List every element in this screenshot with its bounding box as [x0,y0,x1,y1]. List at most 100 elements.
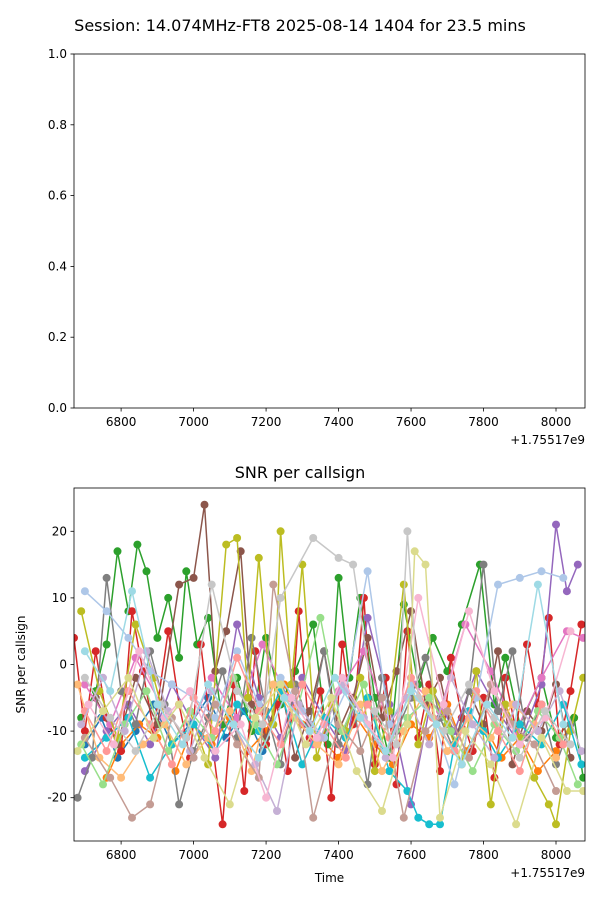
data-point [446,727,455,736]
y-tick-label: -20 [47,791,67,805]
data-point [301,740,310,749]
data-point [309,813,318,822]
data-point [124,633,133,642]
data-point [142,687,151,696]
data-point [334,553,343,562]
series-line [87,597,572,799]
data-point [218,667,227,676]
data-point [341,753,350,762]
data-point [573,780,582,789]
data-point [552,820,560,829]
data-point [559,573,568,582]
top-axes: 6800 7000 7200 7400 7600 7800 8000 0.0 0.2 0.4 0.6… [48,47,586,447]
data-point [186,687,194,696]
x-tick-label: 7800 [468,415,499,429]
data-point [421,687,430,696]
y-tick-label: 0.0 [48,401,67,415]
data-point [501,653,510,662]
data-point [164,707,173,716]
data-point [356,713,365,722]
data-point [515,720,524,729]
data-point [359,680,368,689]
data-point [425,740,434,749]
data-point [559,740,568,749]
data-point [465,607,473,616]
data-point [298,680,307,689]
data-point [74,747,82,756]
data-point [552,787,560,795]
data-point [410,547,419,556]
data-point [269,680,278,689]
data-point [443,707,452,716]
data-point [312,753,321,762]
data-point [486,760,495,769]
data-point [385,767,394,776]
data-point [222,540,231,549]
data-point [128,587,136,596]
series-line [84,583,565,766]
data-point [128,813,136,822]
data-point [244,693,252,702]
data-point [494,727,502,736]
data-point [349,560,358,569]
data-point [269,580,278,589]
data-point [175,580,184,589]
figure-suptitle: Session: 14.074MHz-FT8 2025-08-14 1404 f… [74,16,526,35]
data-point [106,773,115,782]
data-point [167,680,176,689]
data-point [356,747,365,756]
data-point [276,673,285,682]
data-point [537,733,546,742]
data-point [414,813,423,822]
x-tick-label: 7000 [178,848,209,862]
data-point [479,560,488,569]
data-point [233,647,242,656]
data-point [309,620,318,629]
data-point [233,534,242,542]
data-point [443,747,452,756]
data-point [133,540,142,549]
data-point [74,793,82,802]
data-point [204,680,213,689]
data-point [211,747,220,756]
data-point [189,753,198,762]
data-point [251,713,260,722]
data-point [421,653,430,662]
data-point [164,627,173,636]
data-point [363,567,372,576]
data-point [109,740,118,749]
y-tick-label: 20 [52,524,67,538]
data-point [378,807,386,815]
data-point [117,773,126,782]
data-point [106,687,115,696]
data-point [566,687,575,696]
data-point [537,700,546,709]
data-point [211,700,220,709]
data-point [330,673,339,682]
data-point [153,700,162,709]
series-20 [80,580,568,769]
data-point [312,733,321,742]
data-point [211,727,220,736]
data-point [207,733,216,742]
data-point [280,693,289,702]
data-point [392,740,401,749]
x-tick-label: 6800 [106,415,137,429]
data-point [262,793,271,802]
data-point [99,780,107,789]
data-point [457,760,466,769]
data-point [200,500,209,509]
data-point [486,800,495,809]
data-point [338,673,347,682]
x-tick-label: 7000 [178,415,209,429]
data-point [84,700,93,709]
y-tick-label: 1.0 [48,47,67,61]
data-point [530,773,539,782]
data-point [468,767,477,776]
data-point [74,633,78,642]
data-point [421,727,430,736]
data-point [124,673,133,682]
data-point [207,580,216,589]
data-point [432,720,441,729]
data-point [80,673,89,682]
